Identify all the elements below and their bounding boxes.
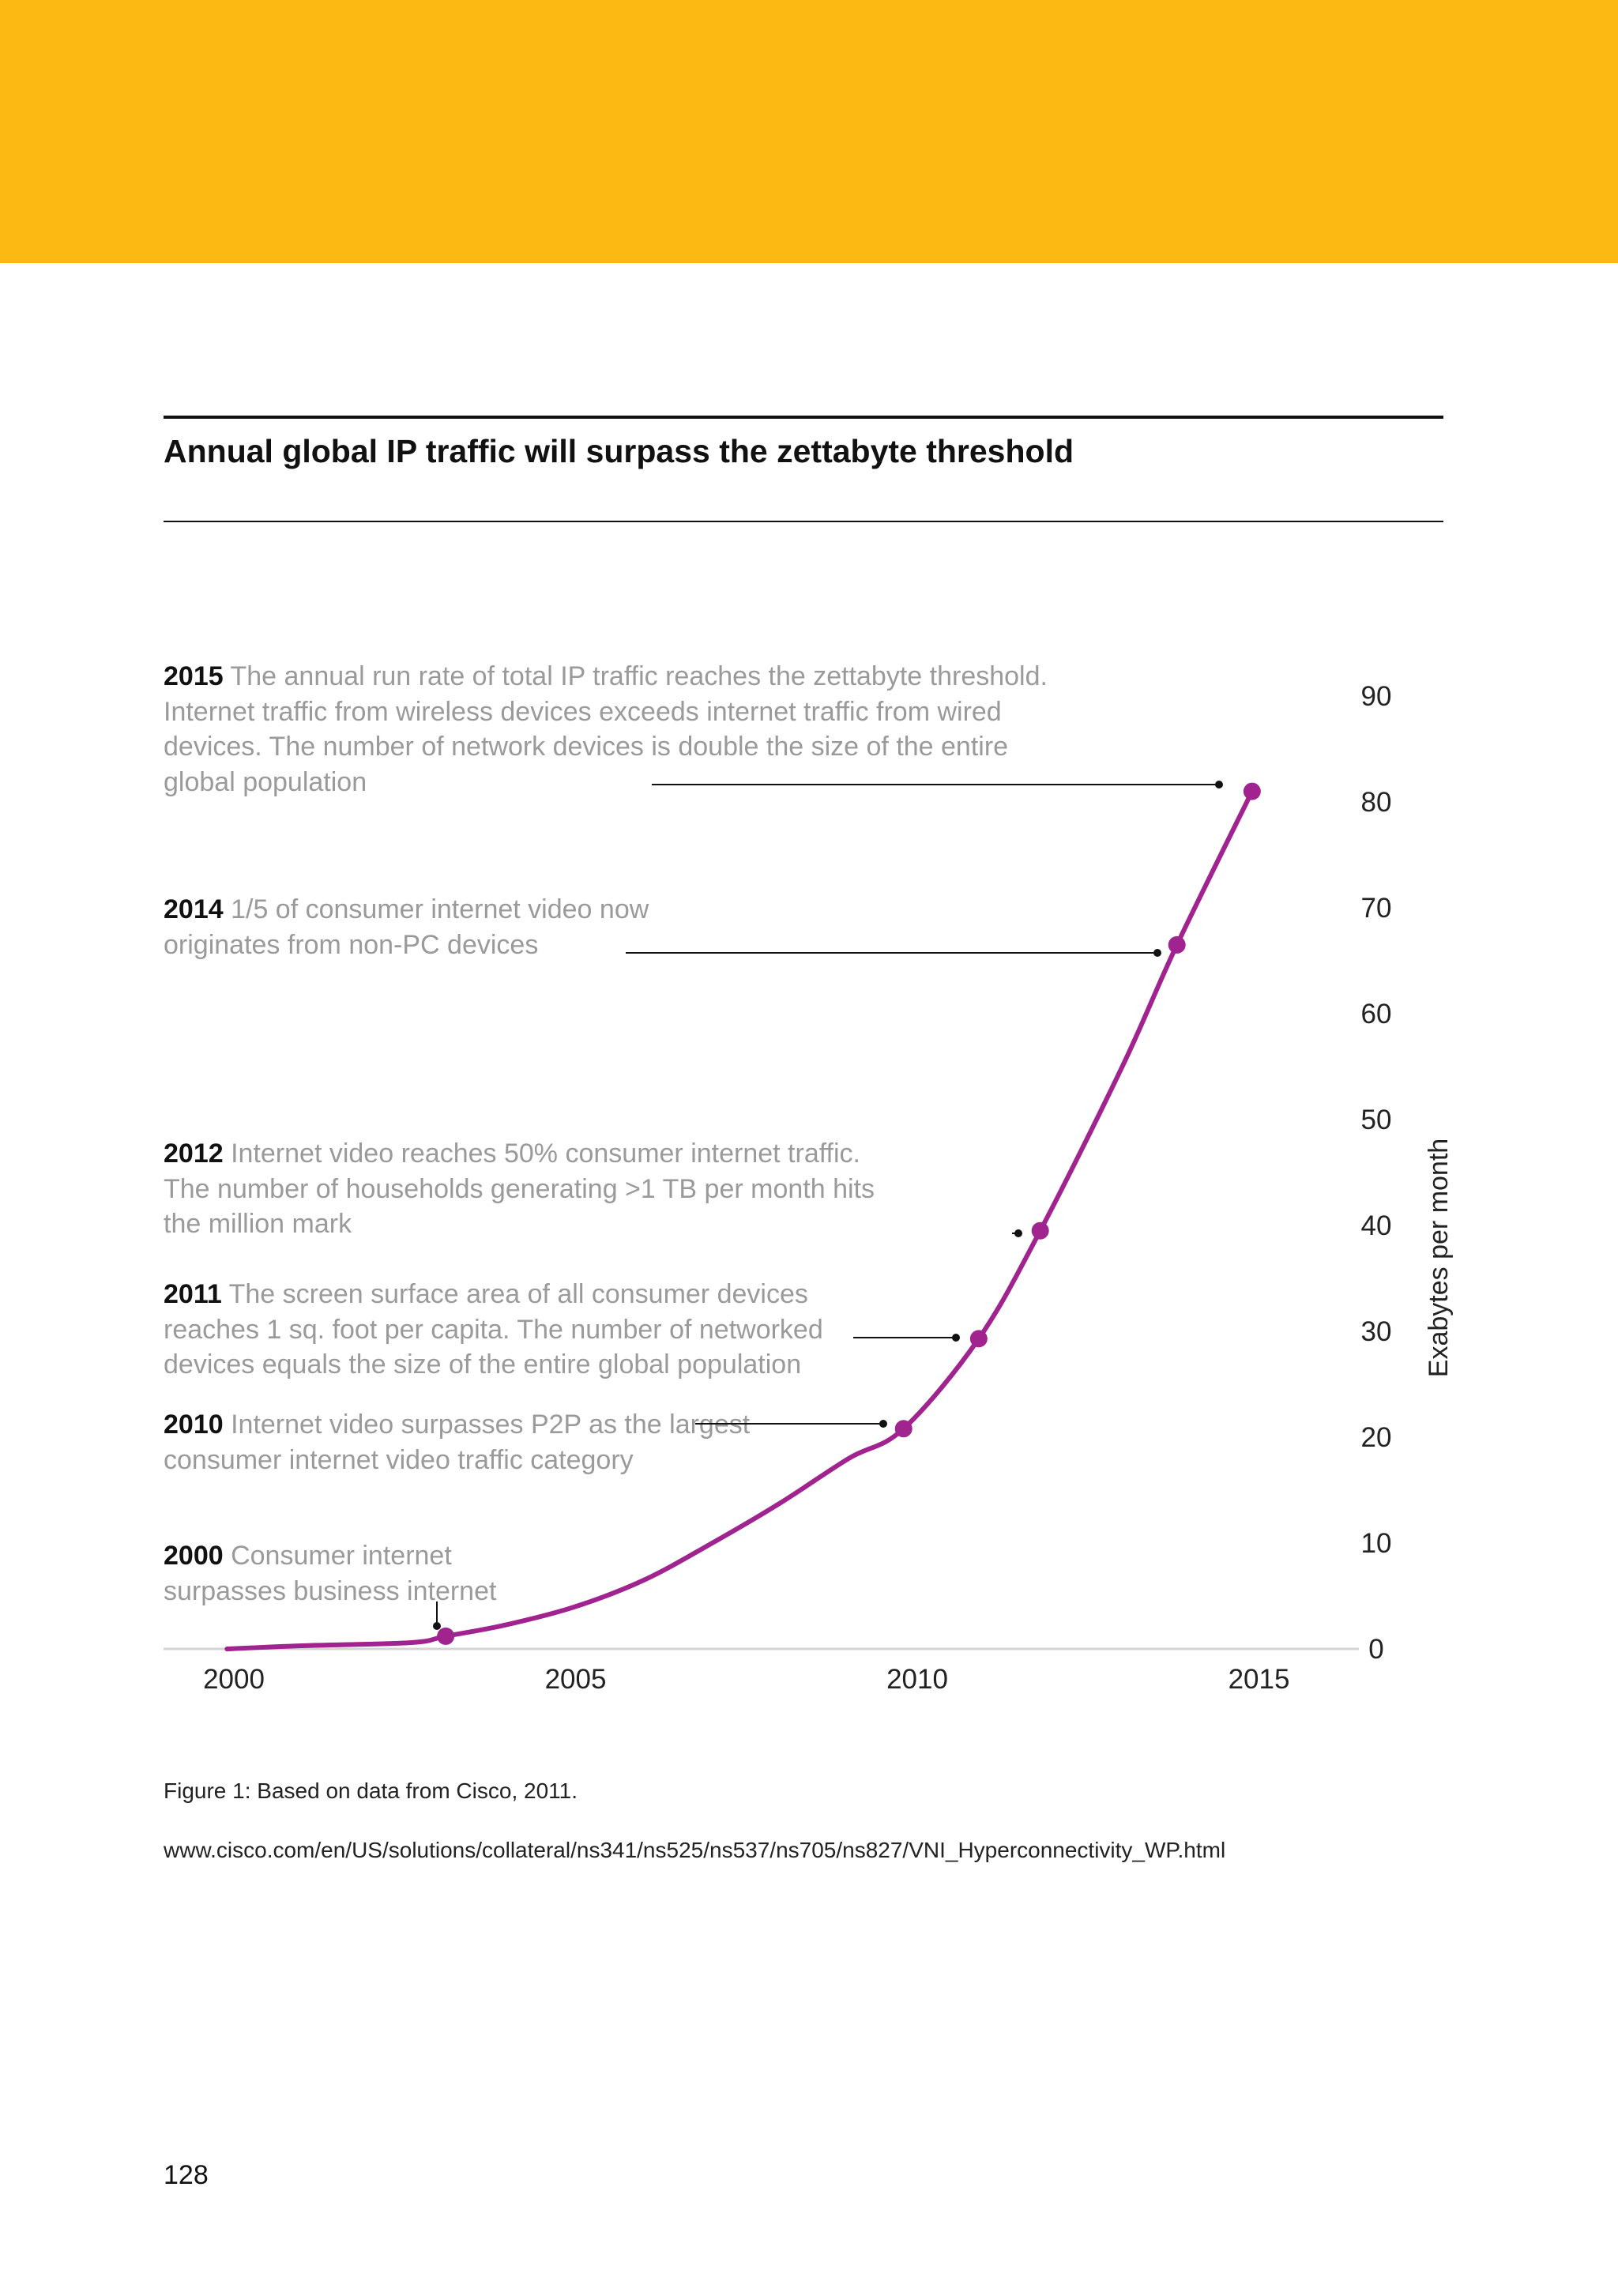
annotation-2015-text: The annual run rate of total IP traffic …	[164, 661, 1048, 797]
annotation-2014: 2014 1/5 of consumer internet video now …	[164, 892, 717, 962]
y-tick-label: 60	[1361, 999, 1392, 1029]
y-tick-label: 90	[1361, 681, 1392, 712]
annotation-2011: 2011 The screen surface area of all cons…	[164, 1277, 859, 1383]
connector-end-dot	[1215, 781, 1223, 789]
y-tick-label: 40	[1361, 1210, 1392, 1241]
y-tick-label: 20	[1361, 1422, 1392, 1453]
source-url: www.cisco.com/en/US/solutions/collateral…	[164, 1838, 1226, 1862]
connector-end-dot	[1014, 1229, 1022, 1237]
annotation-2010: 2010 Internet video surpasses P2P as the…	[164, 1407, 780, 1477]
data-point-marker	[437, 1627, 455, 1645]
connector-end-dot	[952, 1334, 960, 1342]
y-tick-label: 80	[1361, 787, 1392, 818]
annotation-2011-year: 2011	[164, 1279, 222, 1309]
data-point-marker	[1168, 935, 1186, 954]
data-point-marker	[1031, 1221, 1049, 1240]
annotation-2015-year: 2015	[164, 661, 224, 691]
connector-end-dot	[879, 1420, 887, 1428]
title-top-rule	[164, 416, 1443, 419]
figure-caption: Figure 1: Based on data from Cisco, 2011…	[164, 1778, 578, 1803]
data-point-marker	[894, 1420, 912, 1438]
page-number: 128	[164, 2160, 209, 2190]
annotation-2010-year: 2010	[164, 1410, 224, 1440]
y-axis-title: Exabytes per month	[1424, 1139, 1454, 1377]
annotation-2014-year: 2014	[164, 894, 224, 924]
annotation-2012-year: 2012	[164, 1139, 224, 1169]
y-tick-label: 30	[1361, 1316, 1392, 1347]
title-bottom-rule	[164, 521, 1443, 522]
annotation-2011-text: The screen surface area of all consumer …	[164, 1279, 823, 1379]
annotation-2000-text: Consumer internet surpasses business int…	[164, 1541, 497, 1606]
x-tick-label: 2000	[203, 1664, 265, 1695]
annotation-2012-text: Internet video reaches 50% consumer inte…	[164, 1139, 875, 1239]
traffic-series-line	[224, 789, 1255, 1651]
annotation-2000: 2000 Consumer internet surpasses busines…	[164, 1538, 559, 1609]
chart-title: Annual global IP traffic will surpass th…	[164, 433, 1074, 469]
x-tick-label: 2015	[1229, 1664, 1290, 1695]
annotation-2010-text: Internet video surpasses P2P as the larg…	[164, 1410, 751, 1475]
connector-end-dot	[1153, 949, 1161, 957]
annotation-2000-year: 2000	[164, 1541, 224, 1571]
y-tick-label: 70	[1361, 893, 1392, 924]
y-tick-label: 10	[1361, 1528, 1392, 1559]
annotation-2012: 2012 Internet video reaches 50% consumer…	[164, 1136, 890, 1242]
x-tick-label: 2005	[545, 1664, 607, 1695]
y-tick-label: 0	[1368, 1634, 1383, 1665]
annotation-2015: 2015 The annual run rate of total IP tra…	[164, 659, 1080, 800]
x-tick-label: 2010	[886, 1664, 948, 1695]
data-point-marker	[969, 1330, 988, 1348]
data-point-marker	[1243, 782, 1261, 800]
y-tick-label: 50	[1361, 1105, 1392, 1135]
annotation-2014-text: 1/5 of consumer internet video now origi…	[164, 894, 649, 960]
connector-end-dot	[433, 1622, 441, 1630]
top-color-band	[0, 0, 1618, 263]
